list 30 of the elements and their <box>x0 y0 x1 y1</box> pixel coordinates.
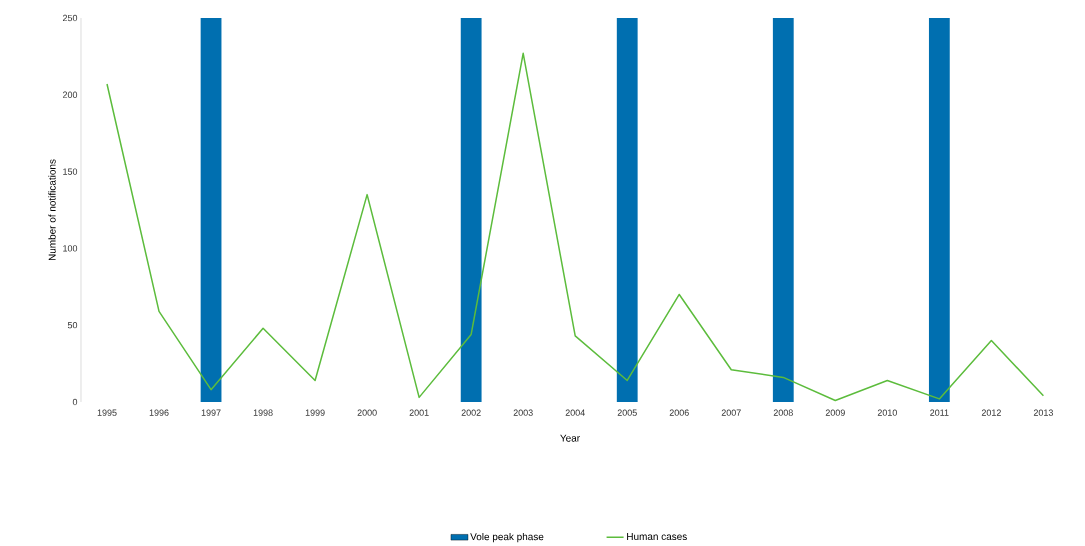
x-tick-label: 2000 <box>357 409 377 416</box>
x-tick-label: 1995 <box>97 409 117 416</box>
x-tick-label: 2009 <box>825 409 845 416</box>
x-tick-label: 2005 <box>617 409 637 416</box>
x-tick-label: 1997 <box>201 409 221 416</box>
x-tick-label: 2010 <box>877 409 897 416</box>
y-tick-label: 50 <box>67 322 78 329</box>
line-series <box>106 52 1045 402</box>
x-tick-label: 1999 <box>305 409 325 416</box>
x-tick-label: 2004 <box>565 409 585 416</box>
y-tick-label: 0 <box>72 398 78 406</box>
x-tick-label: 2003 <box>513 409 533 416</box>
x-tick-label: 2013 <box>1033 409 1053 416</box>
y-tick-label: 200 <box>62 91 78 98</box>
x-tick-label: 2012 <box>981 409 1001 416</box>
x-tick-label: 2001 <box>409 409 429 416</box>
x-tick-label: 1996 <box>149 409 169 416</box>
x-tick-label: 2008 <box>773 409 793 416</box>
x-tick-label: 2002 <box>461 409 481 416</box>
x-axis-title: Year <box>560 434 580 442</box>
legend-label: Human cases <box>627 533 687 541</box>
y-tick-label: 150 <box>63 168 78 175</box>
y-axis-title: Number of notifications <box>48 159 56 261</box>
legend-label: Vole peak phase <box>470 532 544 543</box>
x-tick-label: 1998 <box>253 409 273 416</box>
x-tick-label: 2006 <box>669 409 689 416</box>
x-tick-label: 2011 <box>930 409 949 416</box>
y-tick-label: 250 <box>62 14 78 22</box>
y-tick-label: 100 <box>63 245 78 252</box>
x-tick-label: 2007 <box>721 409 741 416</box>
